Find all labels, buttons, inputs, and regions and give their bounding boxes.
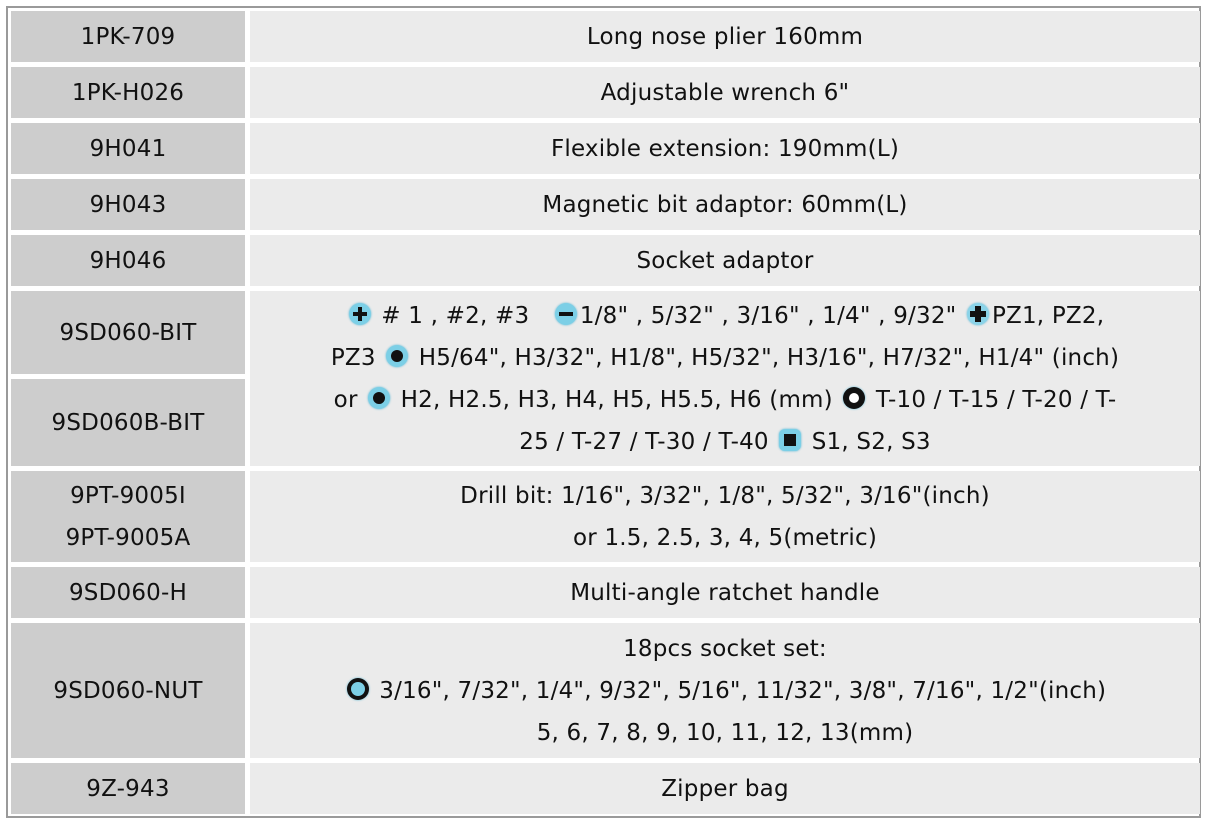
- part-code: 1PK-H026: [11, 67, 245, 118]
- torx-sizes: T-10 / T-15 / T-20 / T-: [875, 386, 1117, 413]
- phillips-icon: [348, 302, 371, 325]
- part-description: Flexible extension: 190mm(L): [250, 123, 1200, 174]
- part-description: Adjustable wrench 6": [250, 67, 1200, 118]
- torx-icon: [843, 386, 866, 409]
- hex-inch-sizes: H5/64", H3/32", H1/8", H5/32", H3/16", H…: [418, 344, 1120, 371]
- inch-sizes: 3/16", 7/32", 1/4", 9/32", 5/16", 11/32"…: [379, 677, 1107, 704]
- part-description: Multi-angle ratchet handle: [250, 567, 1200, 618]
- table-row: 9SD060-NUT 18pcs socket set: 3/16", 7/32"…: [11, 623, 1200, 758]
- part-code: 9SD060-NUT: [11, 623, 245, 758]
- table-row: 1PK-H026 Adjustable wrench 6": [11, 67, 1200, 118]
- part-description: Magnetic bit adaptor: 60mm(L): [250, 179, 1200, 230]
- square-sizes: S1, S2, S3: [811, 428, 931, 455]
- hex-mm-sizes: H2, H2.5, H3, H4, H5, H5.5, H6 (mm): [400, 386, 833, 413]
- part-description: Long nose plier 160mm: [250, 11, 1200, 62]
- pozidriv-icon: [966, 302, 989, 325]
- or-label: or: [333, 386, 358, 413]
- slotted-sizes: 1/8" , 5/32" , 3/16" , 1/4" , 9/32": [579, 302, 957, 329]
- part-code: 9PT-9005I: [70, 482, 186, 509]
- socket-icon: [346, 677, 369, 700]
- table-frame: [6, 6, 1201, 818]
- part-description-cell: 18pcs socket set: 3/16", 7/32", 1/4", 9/…: [250, 623, 1200, 758]
- part-code: 9SD060-BIT: [11, 291, 245, 374]
- part-description: Zipper bag: [250, 763, 1200, 814]
- part-description: Drill bit: 1/16", 3/32", 1/8", 5/32", 3/…: [460, 482, 990, 509]
- part-code: 9PT-9005A: [65, 524, 191, 551]
- pozidriv-sizes-cont: PZ3: [330, 344, 376, 371]
- part-code: 1PK-709: [11, 11, 245, 62]
- part-code: 9Z-943: [11, 763, 245, 814]
- table-row: 9PT-9005I 9PT-9005A Drill bit: 1/16", 3/32…: [11, 471, 1200, 562]
- table-row: 9H046 Socket adaptor: [11, 235, 1200, 286]
- slotted-icon: [554, 302, 577, 325]
- torx-sizes-cont: 25 / T-27 / T-30 / T-40: [519, 428, 769, 455]
- table-row: 9Z-943 Zipper bag: [11, 763, 1200, 814]
- part-description: or 1.5, 2.5, 3, 4, 5(metric): [573, 524, 877, 551]
- part-description-cell: Drill bit: 1/16", 3/32", 1/8", 5/32", 3/…: [250, 471, 1200, 562]
- parts-table: 1PK-709 Long nose plier 160mm 1PK-H026 Adj…: [6, 6, 1205, 819]
- table-row: 9SD060-H Multi-angle ratchet handle: [11, 567, 1200, 618]
- square-icon: [779, 428, 802, 451]
- table-row: 1PK-709 Long nose plier 160mm: [11, 11, 1200, 62]
- table-row: 9H043 Magnetic bit adaptor: 60mm(L): [11, 179, 1200, 230]
- phillips-sizes: # 1 , #2, #3: [381, 302, 530, 329]
- table-row: 9H041 Flexible extension: 190mm(L): [11, 123, 1200, 174]
- part-code: 9SD060-H: [11, 567, 245, 618]
- part-code: 9H041: [11, 123, 245, 174]
- hex-icon: [368, 386, 391, 409]
- table-row: 9SD060-BIT # 1 , #2, #3 1/8" , 5/32" , 3…: [11, 291, 1200, 466]
- part-code: 9SD060B-BIT: [11, 379, 245, 466]
- part-description: Socket adaptor: [250, 235, 1200, 286]
- pozidriv-sizes: PZ1, PZ2,: [991, 302, 1105, 329]
- table-row: 9SD060B-BIT: [11, 379, 1200, 466]
- part-code: 9H046: [11, 235, 245, 286]
- part-code-cell: 9PT-9005I 9PT-9005A: [11, 471, 245, 562]
- mm-sizes: 5, 6, 7, 8, 9, 10, 11, 12, 13(mm): [536, 719, 914, 746]
- part-code: 9H043: [11, 179, 245, 230]
- hex-icon: [386, 344, 409, 367]
- part-description: 18pcs socket set:: [623, 635, 827, 662]
- bit-description: # 1 , #2, #3 1/8" , 5/32" , 3/16" , 1/4"…: [250, 291, 1200, 466]
